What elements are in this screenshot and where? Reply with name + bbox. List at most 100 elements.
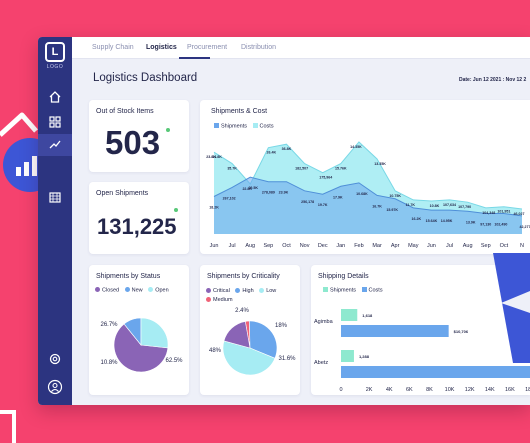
data-label: 182,507 [295, 167, 308, 171]
data-label: 23.8K [206, 155, 216, 159]
user-icon[interactable] [47, 379, 63, 395]
data-label: 15.97K [386, 208, 398, 212]
x-tick-label: Dec [318, 243, 328, 249]
data-label: 16.2K [411, 217, 421, 221]
pie-value-label: 31.6% [278, 356, 296, 362]
legend-new: New [131, 287, 143, 294]
data-label: 24.8K [212, 155, 222, 159]
criticality-pie-chart: 2.4% 31.6% 48% 18% [209, 308, 296, 376]
legend-swatch-costs [252, 123, 258, 128]
date-range[interactable]: Date: Jun 12 2021 : Nov 12 2 [459, 77, 527, 83]
decorative-corner-shape [493, 253, 530, 363]
pie-slice-open [140, 317, 169, 349]
data-label: 107,790 [458, 205, 471, 209]
shipping-details-chart: Agimba1,618$10,706Abetz1,288$19,14602K4K… [314, 309, 530, 393]
data-label: 14.95K [441, 219, 453, 223]
legend-swatch-closed [95, 287, 100, 292]
x-tick-label: Oct [500, 243, 509, 249]
data-label: 104,348 [482, 211, 495, 215]
status-title: Shipments by Status [96, 273, 161, 280]
x-tick-label: Mar [372, 243, 382, 249]
data-label: 102,490 [494, 223, 507, 227]
x-tick-label: 16K [505, 387, 515, 393]
x-tick-label: 4K [386, 387, 393, 393]
data-label: 22.8K [242, 187, 252, 191]
bar-data-label: 1,288 [359, 354, 370, 359]
x-tick-label: 10K [445, 387, 455, 393]
shipments-area-line [213, 176, 523, 217]
data-label: 35.7K [227, 167, 237, 171]
sidebar: L LOGO [38, 37, 72, 405]
legend-det-shipments: Shipments [330, 287, 356, 294]
x-tick-label: Apr [391, 243, 400, 249]
legend-swatch-critical [206, 287, 211, 293]
x-tick-label: N [520, 243, 524, 249]
settings-icon[interactable] [47, 351, 63, 367]
legend-swatch-det-shipments [323, 287, 328, 292]
pie-value-label: 18% [275, 323, 288, 329]
decorative-bracket [0, 410, 16, 443]
x-tick-label: 6K [406, 387, 413, 393]
data-label: 101,951 [497, 210, 510, 214]
x-tick-label: 8K [426, 387, 433, 393]
pie-slice-high [249, 320, 278, 359]
data-label: 18.2K [209, 206, 219, 210]
data-label: 15.76K [335, 167, 347, 171]
home-icon[interactable] [47, 89, 63, 105]
pie-slice-closed [113, 323, 169, 373]
legend-costs: Costs [259, 123, 274, 130]
data-label: 10.8K [430, 204, 440, 208]
tab-procurement[interactable]: Procurement [187, 44, 228, 51]
shipments-area [214, 177, 522, 234]
data-label: 14.35K [350, 145, 362, 149]
pie-slice-low [222, 340, 276, 376]
data-label: 15.64K [426, 219, 438, 223]
grid-icon[interactable] [47, 114, 63, 130]
data-label: 26.4K [267, 151, 277, 155]
legend-swatch-det-costs [361, 287, 367, 292]
criticality-card: Shipments by Criticality Critical High L… [200, 265, 300, 395]
status-pie-chart: 62.5% 10.8% 26.7% [100, 317, 183, 373]
legend-swatch-open [148, 287, 154, 292]
x-tick-label: Feb [354, 243, 363, 249]
pie-value-label: 26.7% [100, 322, 118, 328]
bar-shipments [341, 350, 354, 362]
page-title: Logistics Dashboard [93, 72, 198, 84]
bar-category-label: Abetz [314, 360, 328, 366]
top-navigation: Supply Chain Logistics Procurement Distr… [72, 37, 530, 59]
x-tick-label: 2K [366, 387, 373, 393]
out-of-stock-title: Out of Stock Items [96, 108, 154, 115]
data-label: 267,102 [223, 196, 236, 200]
tab-logistics[interactable]: Logistics [146, 44, 177, 51]
x-tick-label: May [408, 243, 419, 249]
data-label: 13.9K [466, 220, 476, 224]
chart-icon[interactable] [47, 137, 63, 153]
bar-data-label: $10,706 [454, 329, 469, 334]
data-label: 278,089 [262, 191, 275, 195]
logo: L [45, 42, 65, 62]
x-tick-label: 14K [485, 387, 495, 393]
logo-text: LOGO [46, 64, 64, 70]
bar-costs [341, 325, 449, 337]
legend-swatch-shipments [214, 123, 219, 128]
data-label: 23.9K [279, 191, 289, 195]
x-tick-label: 12K [465, 387, 475, 393]
pie-value-label: 48% [209, 348, 222, 354]
tab-supply-chain[interactable]: Supply Chain [92, 44, 134, 51]
legend-critical: Critical [213, 288, 230, 294]
tab-distribution[interactable]: Distribution [241, 44, 277, 51]
data-label: 97,130 [480, 223, 491, 227]
legend-low: Low [266, 288, 277, 294]
bar-costs [341, 366, 530, 378]
legend-closed: Closed [102, 287, 120, 294]
calendar-icon[interactable] [47, 189, 63, 205]
legend-swatch-medium [206, 296, 211, 302]
x-tick-label: Jul [229, 243, 236, 249]
legend-swatch-new [124, 287, 130, 292]
data-label: 19.7K [318, 203, 328, 207]
data-label: 36.8K [282, 147, 292, 151]
open-shipments-card: Open Shipments 131,225 [89, 182, 189, 254]
data-label: 17.9K [333, 195, 343, 199]
shipments-cost-title: Shipments & Cost [211, 108, 268, 115]
